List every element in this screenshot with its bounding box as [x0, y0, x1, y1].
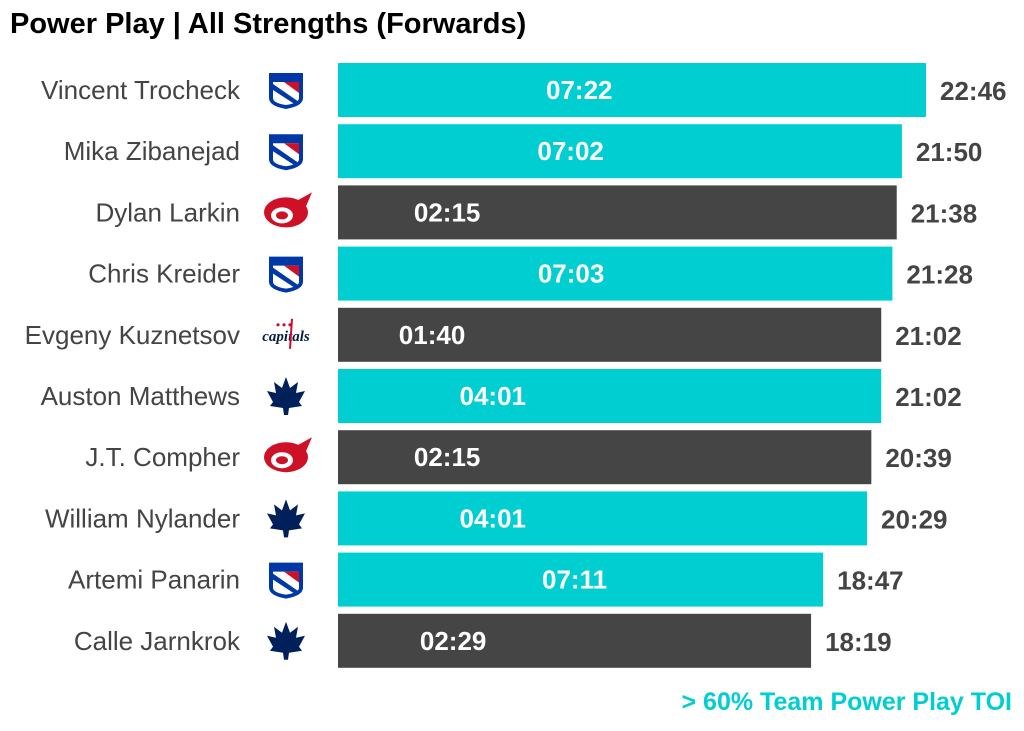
team-logo-nyr [269, 562, 303, 599]
bar-row: Dylan Larkin 02:15 21:38 [95, 185, 978, 240]
team-logo-tor [267, 377, 305, 415]
pp-toi-label: 07:03 [538, 259, 605, 289]
player-name: Auston Matthews [41, 381, 240, 411]
total-toi-label: 18:19 [825, 627, 892, 657]
bar-row: J.T. Compher 02:15 20:39 [85, 430, 952, 485]
player-name: Artemi Panarin [68, 565, 240, 595]
total-toi-label: 21:50 [916, 137, 983, 167]
player-name: Evgeny Kuznetsov [25, 320, 240, 350]
total-toi-label: 20:39 [885, 443, 952, 473]
pp-toi-label: 07:11 [542, 565, 607, 595]
bar-row: Evgeny Kuznetsov 01:40 21:02 [25, 307, 962, 362]
pp-toi-label: 02:15 [414, 197, 481, 227]
total-toi-label: 21:38 [911, 198, 978, 228]
team-logo-nyr [269, 73, 303, 109]
bar [338, 369, 882, 423]
pp-toi-label: 07:22 [546, 75, 613, 105]
team-logo-tor [267, 499, 305, 538]
player-name: Dylan Larkin [95, 197, 240, 227]
total-toi-label: 21:02 [895, 321, 962, 351]
bar-row: Artemi Panarin 07:11 18:47 [68, 552, 904, 607]
team-logo-det [264, 437, 312, 473]
chart-title: Power Play | All Strengths (Forwards) [10, 8, 527, 40]
total-toi-label: 22:46 [940, 76, 1007, 106]
player-name: William Nylander [45, 503, 240, 533]
bar [338, 185, 897, 240]
bar-row: Vincent Trocheck 07:22 22:46 [41, 63, 1007, 117]
bar [338, 124, 902, 179]
bar-row: William Nylander 04:01 20:29 [45, 491, 948, 546]
team-logo-tor [267, 621, 305, 660]
bar-row: Mika Zibanejad 07:02 21:50 [64, 124, 983, 179]
bar [338, 307, 882, 362]
legend-footnote: > 60% Team Power Play TOI [681, 688, 1012, 716]
team-logo-wsh: capitals [262, 318, 310, 349]
player-name: Chris Kreider [88, 259, 240, 289]
total-toi-label: 18:47 [837, 566, 904, 596]
team-logo-nyr [269, 256, 303, 293]
bar [338, 246, 893, 301]
pp-toi-label: 01:40 [399, 320, 466, 350]
bar [338, 63, 926, 117]
team-logo-nyr [269, 134, 303, 171]
total-toi-label: 21:28 [906, 260, 973, 290]
bar [338, 491, 868, 546]
player-name: Mika Zibanejad [64, 136, 240, 166]
bar-row: Chris Kreider 07:03 21:28 [88, 246, 973, 301]
pp-toi-label: 04:01 [459, 503, 526, 533]
total-toi-label: 21:02 [895, 382, 962, 412]
pp-toi-label: 04:01 [459, 381, 526, 411]
bar-row: Calle Jarnkrok 02:29 18:19 [74, 613, 892, 668]
pp-toi-label: 02:15 [414, 442, 481, 472]
bar [338, 613, 812, 668]
bar [338, 552, 824, 607]
pp-toi-label: 02:29 [420, 626, 487, 656]
player-name: J.T. Compher [85, 442, 240, 472]
team-logo-det [264, 192, 312, 228]
player-name: Calle Jarnkrok [74, 626, 241, 656]
player-name: Vincent Trocheck [41, 75, 241, 105]
total-toi-label: 20:29 [881, 504, 948, 534]
bar-row: Auston Matthews 04:01 21:02 [41, 369, 962, 423]
bar [338, 430, 872, 485]
svg-text:capitals: capitals [262, 329, 310, 345]
pp-toi-label: 07:02 [537, 136, 604, 166]
